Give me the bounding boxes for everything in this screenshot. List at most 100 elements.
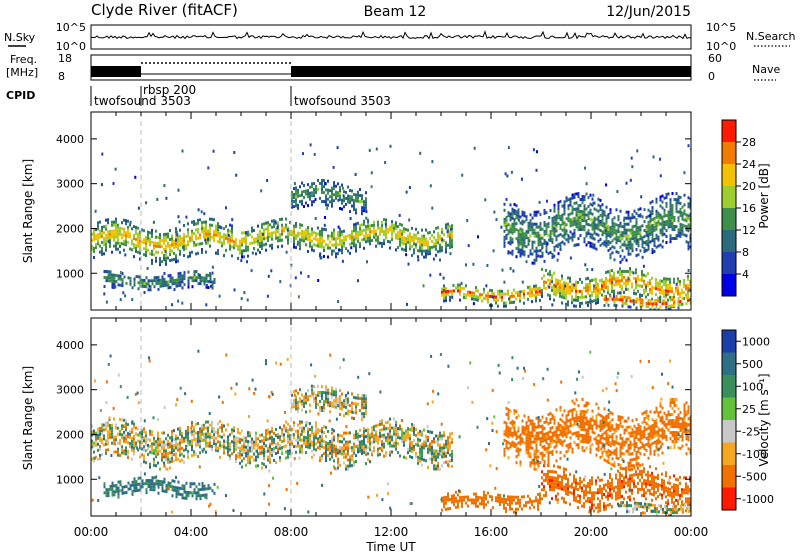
velocity-cell bbox=[189, 443, 191, 446]
power-cell bbox=[113, 238, 115, 242]
velocity-cell bbox=[577, 506, 579, 510]
power-cell bbox=[629, 231, 632, 235]
power-cell bbox=[543, 274, 545, 278]
power-cell bbox=[509, 251, 512, 255]
power-cell bbox=[177, 275, 180, 279]
power-cell bbox=[181, 242, 183, 246]
velocity-cell bbox=[451, 455, 453, 459]
velocity-cell bbox=[651, 480, 653, 484]
power-cell bbox=[605, 214, 608, 218]
power-cell bbox=[669, 295, 671, 299]
power-speckle bbox=[370, 185, 373, 189]
power-cell bbox=[605, 286, 607, 289]
power-cell bbox=[335, 252, 337, 256]
velocity-cell bbox=[579, 497, 581, 501]
power-cell bbox=[425, 228, 427, 232]
velocity-cell bbox=[303, 429, 305, 433]
power-cell bbox=[351, 236, 353, 239]
power-cell bbox=[159, 233, 161, 237]
power-cell bbox=[505, 215, 508, 219]
velocity-cell bbox=[143, 427, 145, 431]
velocity-cell bbox=[177, 448, 179, 452]
power-cell bbox=[599, 207, 602, 211]
velocity-cell bbox=[403, 431, 405, 435]
velocity-cell bbox=[177, 457, 179, 461]
power-cell bbox=[669, 216, 672, 220]
power-cell bbox=[573, 234, 576, 238]
power-cell bbox=[491, 292, 493, 296]
power-speckle bbox=[297, 295, 300, 299]
power-cell bbox=[187, 270, 190, 274]
velocity-cell bbox=[255, 431, 257, 435]
power-cell bbox=[663, 220, 666, 224]
velocity-cell bbox=[139, 431, 141, 435]
velocity-cell bbox=[465, 501, 467, 505]
velocity-cell bbox=[127, 450, 129, 454]
power-cell bbox=[541, 227, 544, 231]
velocity-cell bbox=[127, 423, 129, 427]
velocity-cell bbox=[583, 490, 585, 494]
power-cell bbox=[605, 238, 608, 242]
power-cell bbox=[275, 233, 277, 237]
velocity-cell bbox=[513, 498, 515, 502]
power-cell bbox=[575, 225, 578, 229]
power-cell bbox=[239, 242, 241, 246]
power-cell bbox=[617, 291, 619, 295]
velocity-cell bbox=[325, 456, 327, 459]
power-cell bbox=[689, 298, 691, 302]
power-cell bbox=[183, 283, 186, 287]
power-cell bbox=[657, 211, 660, 215]
power-cell bbox=[603, 289, 605, 293]
power-cell bbox=[109, 232, 111, 236]
power-cell bbox=[629, 240, 632, 244]
power-speckle bbox=[337, 225, 340, 229]
power-cell bbox=[123, 218, 125, 222]
power-cell bbox=[187, 255, 189, 259]
velocity-cell bbox=[237, 428, 239, 431]
velocity-cell bbox=[107, 448, 109, 452]
power-cell bbox=[603, 295, 606, 298]
power-cell bbox=[485, 294, 487, 298]
power-cell bbox=[661, 200, 664, 204]
power-cell bbox=[297, 191, 299, 195]
velocity-cell bbox=[417, 455, 419, 459]
velocity-cell bbox=[453, 497, 455, 501]
power-cell bbox=[417, 237, 419, 241]
power-cell bbox=[213, 218, 215, 222]
velocity-cell bbox=[149, 429, 151, 433]
velocity-cell bbox=[243, 445, 245, 449]
velocity-cell bbox=[561, 481, 563, 485]
velocity-cell bbox=[339, 434, 341, 437]
power-cell bbox=[597, 203, 600, 207]
velocity-cell bbox=[235, 457, 237, 461]
power-cell bbox=[409, 244, 411, 248]
velocity-cell bbox=[563, 476, 565, 480]
velocity-cell bbox=[441, 446, 443, 450]
power-cell bbox=[665, 286, 667, 290]
velocity-cell bbox=[261, 466, 263, 470]
velocity-cell bbox=[353, 460, 355, 464]
power-cell bbox=[625, 210, 628, 214]
power-cell bbox=[665, 220, 668, 223]
power-cell bbox=[369, 233, 371, 237]
power-cell bbox=[503, 304, 505, 308]
velocity-cell bbox=[507, 498, 509, 502]
power-cell bbox=[241, 240, 243, 244]
power-cell bbox=[529, 225, 532, 229]
power-speckle bbox=[508, 297, 510, 301]
power-speckle bbox=[593, 284, 596, 288]
velocity-cell bbox=[91, 445, 93, 449]
velocity-cell bbox=[225, 440, 227, 444]
power-cell bbox=[625, 234, 628, 238]
velocity-cell bbox=[557, 483, 559, 487]
velocity-cell bbox=[419, 456, 421, 460]
velocity-cell bbox=[163, 449, 165, 453]
power-cell bbox=[655, 287, 657, 291]
velocity-cell bbox=[215, 430, 217, 434]
power-cell bbox=[183, 271, 186, 275]
power-cell bbox=[639, 231, 642, 235]
power-cell bbox=[609, 232, 612, 236]
velocity-cell bbox=[655, 485, 657, 489]
power-cell bbox=[147, 248, 149, 252]
power-cell bbox=[139, 233, 141, 237]
